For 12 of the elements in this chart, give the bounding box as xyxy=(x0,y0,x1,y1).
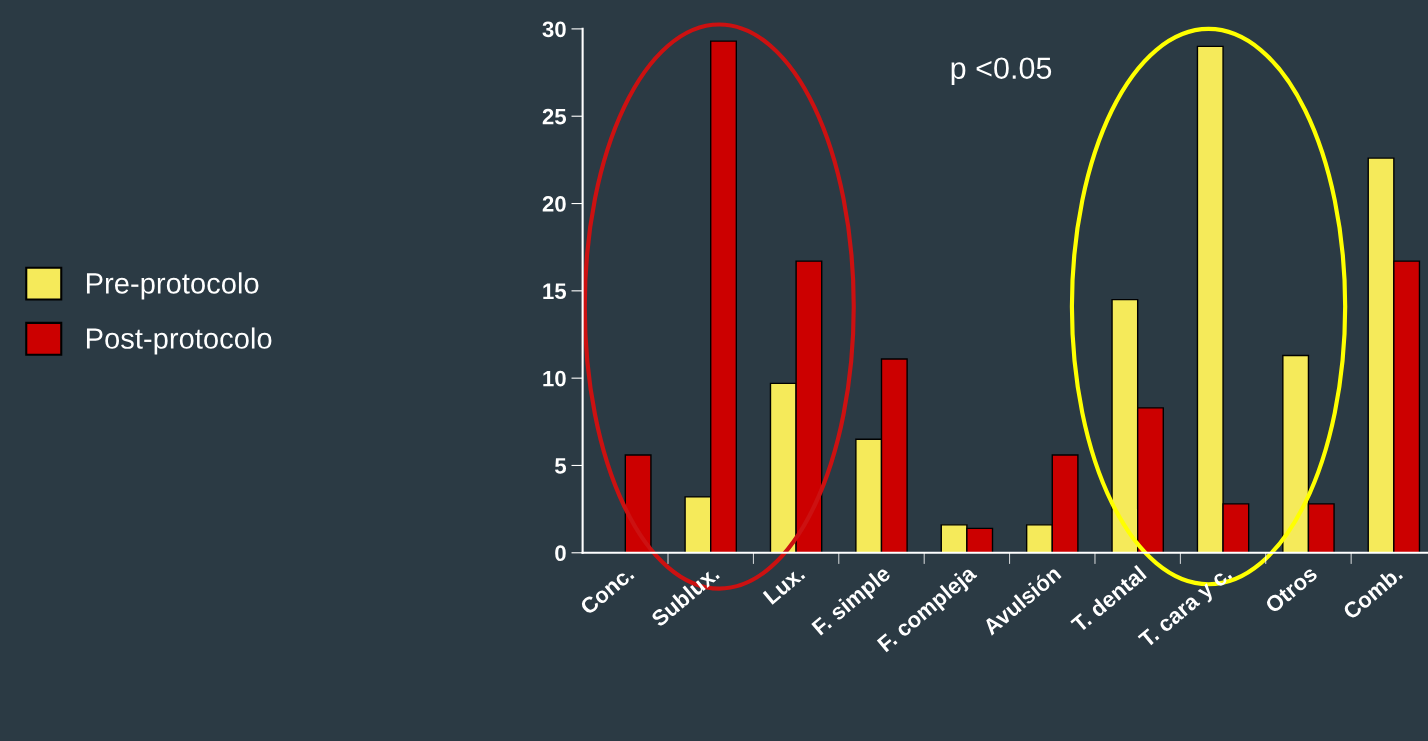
y-tick-label: 15 xyxy=(543,283,567,300)
y-tick-label: 30 xyxy=(542,21,566,38)
y-tick-label: 5 xyxy=(554,458,567,474)
y-tick-label: 20 xyxy=(542,196,566,212)
legend-label: Pre-protocolo xyxy=(86,272,259,300)
annotation: p <0.05 xyxy=(951,57,1052,86)
y-tick-label: 0 xyxy=(555,545,566,562)
x-tick-label: Lux. xyxy=(762,565,806,605)
bar xyxy=(624,454,652,553)
legend-label: Post-protocolo xyxy=(86,327,272,355)
y-tick-label: 10 xyxy=(543,370,566,387)
y-tick-label: 25 xyxy=(542,108,567,125)
